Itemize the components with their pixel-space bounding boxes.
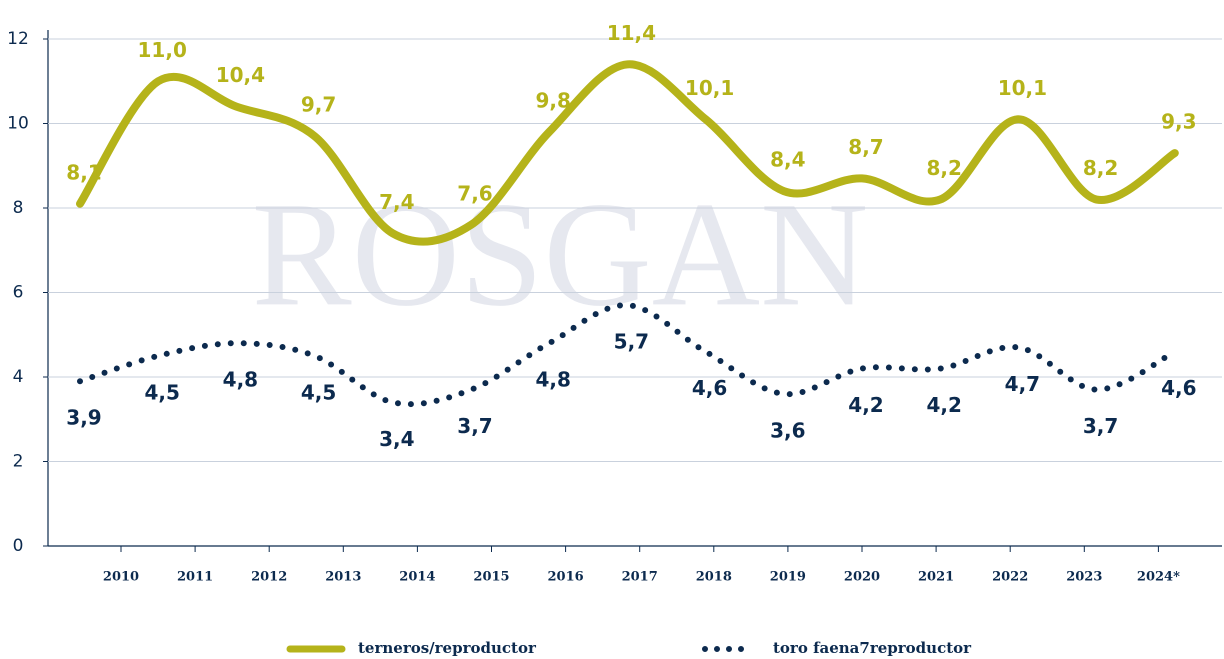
y-tick-label: 0 [13, 536, 24, 556]
x-tick-label: 2011 [177, 570, 213, 585]
value-label: 9,7 [301, 93, 336, 117]
y-tick-label: 10 [7, 114, 29, 134]
value-label: 8,2 [1083, 156, 1118, 180]
value-label: 9,3 [1161, 110, 1196, 134]
legend-label: toro faena7reproductor [773, 639, 972, 657]
value-label: 9,8 [535, 88, 570, 112]
x-tick-label: 2021 [918, 570, 954, 585]
value-label: 4,8 [223, 368, 258, 392]
value-label: 4,2 [926, 393, 961, 417]
value-label: 4,2 [848, 393, 883, 417]
x-tick-label: 2018 [696, 570, 732, 585]
value-label: 3,9 [66, 406, 101, 430]
value-label: 3,4 [379, 427, 414, 451]
value-label: 7,6 [457, 181, 492, 205]
value-label: 4,7 [1005, 372, 1040, 396]
y-tick-label: 12 [7, 29, 29, 49]
value-label: 4,5 [301, 380, 336, 404]
value-label: 10,1 [998, 76, 1047, 100]
x-tick-label: 2017 [622, 570, 658, 585]
y-tick-label: 2 [13, 452, 24, 472]
x-tick-label: 2014 [399, 570, 435, 585]
watermark: ROSGAN [252, 171, 869, 337]
value-label: 10,1 [685, 76, 734, 100]
chart: ROSGAN 0 2 4 6 8 10 12 2010 2011 2012 2013 2014 2015… [0, 0, 1224, 659]
y-tick-label: 8 [13, 198, 24, 218]
y-tick-label: 4 [13, 367, 24, 387]
y-tick-label: 6 [13, 283, 24, 303]
value-label: 8,7 [848, 135, 883, 159]
x-tick-label: 2022 [992, 570, 1028, 585]
value-label: 4,8 [535, 368, 570, 392]
value-label: 5,7 [614, 330, 649, 354]
value-label: 4,6 [692, 376, 727, 400]
x-tick-label: 2023 [1066, 570, 1102, 585]
x-tick-label: 2020 [844, 570, 880, 585]
x-tick-label: 2010 [103, 570, 139, 585]
value-label: 4,5 [144, 380, 179, 404]
value-label: 8,4 [770, 148, 805, 172]
value-label: 3,7 [457, 414, 492, 438]
value-label: 4,6 [1161, 376, 1196, 400]
x-tick-label: 2013 [325, 570, 361, 585]
value-label: 7,4 [379, 190, 414, 214]
value-label: 3,7 [1083, 414, 1118, 438]
x-tick-label: 2016 [548, 570, 584, 585]
value-label: 3,6 [770, 418, 805, 442]
value-label: 11,4 [607, 21, 656, 45]
legend-label: terneros/reproductor [358, 639, 537, 657]
value-label: 11,0 [138, 38, 187, 62]
x-tick-label: 2019 [770, 570, 806, 585]
x-tick-label: 2015 [473, 570, 509, 585]
x-tick-label: 2024* [1137, 570, 1180, 585]
x-tick-label: 2012 [251, 570, 287, 585]
value-label: 8,1 [66, 160, 101, 184]
value-label: 10,4 [216, 63, 265, 87]
value-label: 8,2 [926, 156, 961, 180]
